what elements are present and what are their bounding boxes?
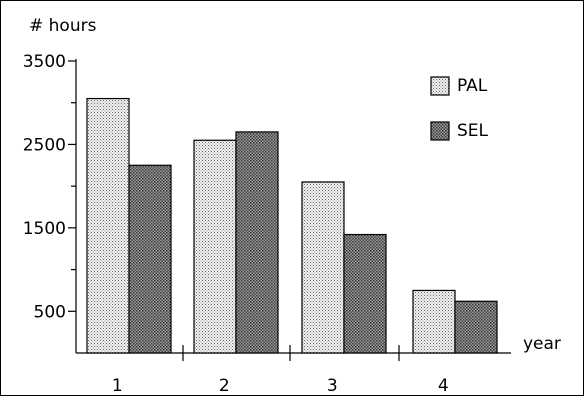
bar-pal-year-4	[412, 289, 456, 354]
x-tick-label: 4	[438, 376, 449, 396]
bar-sel-year-2	[235, 131, 279, 354]
x-axis-label: year	[523, 334, 561, 354]
bar-sel-year-3	[343, 233, 387, 354]
y-tick-label: 500	[34, 302, 66, 322]
y-tick-label: 2500	[23, 135, 66, 155]
bar-pal-year-3	[301, 181, 345, 354]
y-tick-label: 3500	[23, 52, 66, 72]
legend-swatch-pal	[430, 76, 450, 96]
bar-pal-year-2	[193, 139, 237, 354]
y-axis-label: # hours	[29, 16, 97, 36]
bar-pal-year-1	[86, 97, 130, 354]
legend-label-pal: PAL	[457, 76, 488, 96]
x-tick-label: 1	[112, 376, 123, 396]
x-tick-label: 3	[327, 376, 338, 396]
y-tick-label: 1500	[23, 219, 66, 239]
legend-label-sel: SEL	[457, 121, 489, 141]
legend-swatch-sel	[430, 121, 450, 141]
bar-sel-year-1	[128, 164, 172, 354]
bar-sel-year-4	[454, 300, 498, 354]
x-tick-label: 2	[219, 376, 230, 396]
